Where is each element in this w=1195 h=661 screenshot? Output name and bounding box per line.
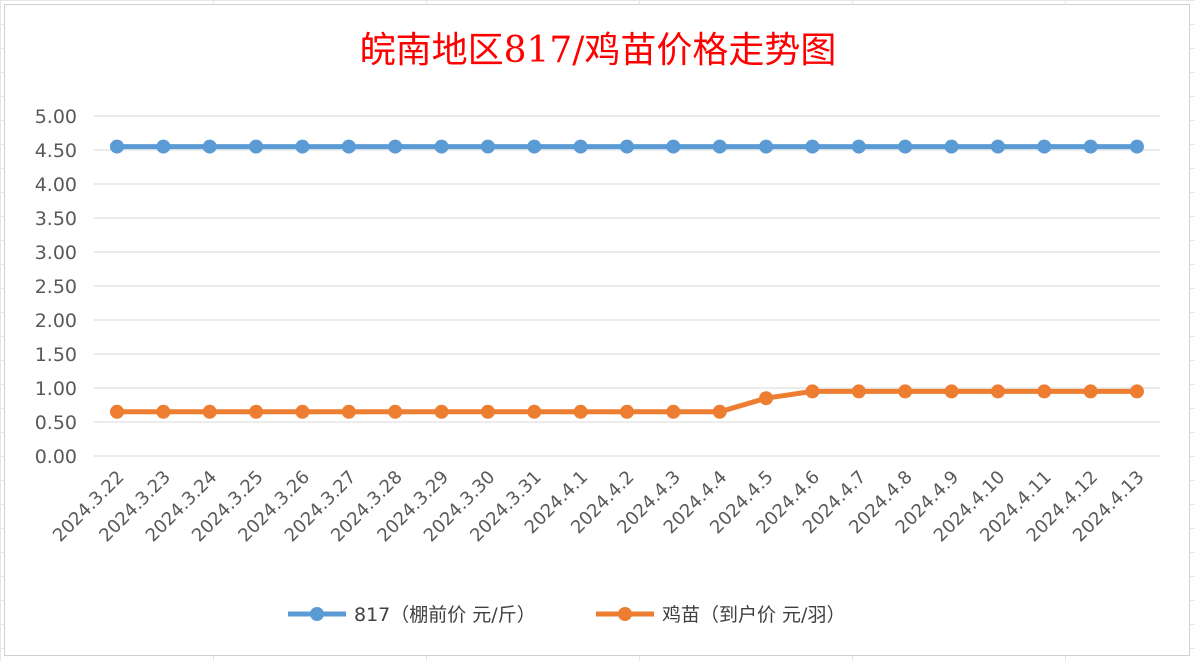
data-point[interactable] [388,404,403,419]
data-point[interactable] [805,384,820,399]
data-point[interactable] [249,139,264,154]
data-point[interactable] [202,139,217,154]
x-axis-ticks: 2024.3.222024.3.232024.3.242024.3.252024… [49,467,1149,547]
legend-item[interactable]: 817（棚前价 元/斤） [288,604,536,626]
data-point[interactable] [805,139,820,154]
data-point[interactable] [156,404,171,419]
y-tick-label: 2.00 [35,310,77,332]
series-1 [110,139,1144,154]
data-point[interactable] [202,404,217,419]
data-point[interactable] [295,139,310,154]
data-point[interactable] [110,404,124,419]
y-axis-ticks: 0.00 0.50 1.00 1.50 2.00 2.50 3.00 3.50 4.00 4.50… [35,106,77,468]
data-point[interactable] [944,139,959,154]
y-tick-label: 0.00 [35,446,77,468]
data-point[interactable] [480,404,495,419]
data-point[interactable] [573,404,588,419]
data-point[interactable] [898,384,913,399]
data-point[interactable] [1037,139,1052,154]
data-point[interactable] [944,384,959,399]
legend-label: 鸡苗（到户价 元/羽） [662,604,845,626]
data-point[interactable] [573,139,588,154]
data-point[interactable] [1083,384,1098,399]
y-tick-label: 1.00 [35,378,77,400]
data-point[interactable] [295,404,310,419]
legend-marker [618,607,632,621]
y-tick-label: 3.00 [35,242,77,264]
data-point[interactable] [527,139,542,154]
data-point[interactable] [434,404,449,419]
data-point[interactable] [990,139,1005,154]
data-point[interactable] [851,384,866,399]
chart-title: 皖南地区817/鸡苗价格走势图 [360,30,837,71]
data-point[interactable] [1130,139,1144,154]
y-tick-label: 5.00 [35,106,77,128]
data-point[interactable] [666,404,681,419]
legend[interactable]: 817（棚前价 元/斤） 鸡苗（到户价 元/羽） [288,604,845,626]
legend-label: 817（棚前价 元/斤） [354,604,536,626]
y-tick-label: 3.50 [35,208,77,230]
series-layer [110,139,1144,419]
data-point[interactable] [1083,139,1098,154]
data-point[interactable] [898,139,913,154]
y-tick-label: 4.00 [35,174,77,196]
data-point[interactable] [620,404,634,419]
y-tick-label: 1.50 [35,344,77,366]
data-point[interactable] [388,139,403,154]
chart-area[interactable] [4,4,1190,656]
gridlines [94,115,1160,457]
data-point[interactable] [527,404,542,419]
data-point[interactable] [1037,384,1052,399]
y-tick-label: 4.50 [35,140,77,162]
data-point[interactable] [1130,384,1144,399]
data-point[interactable] [712,139,727,154]
data-point[interactable] [110,139,124,154]
data-point[interactable] [712,404,727,419]
data-point[interactable] [341,404,356,419]
y-tick-label: 0.50 [35,412,77,434]
data-point[interactable] [341,139,356,154]
series-2 [110,384,1144,419]
data-point[interactable] [759,139,774,154]
legend-item[interactable]: 鸡苗（到户价 元/羽） [596,604,845,626]
data-point[interactable] [666,139,681,154]
data-point[interactable] [156,139,171,154]
legend-marker [310,607,324,621]
y-tick-label: 2.50 [35,276,77,298]
data-point[interactable] [249,404,264,419]
data-point[interactable] [851,139,866,154]
data-point[interactable] [759,391,774,406]
data-point[interactable] [434,139,449,154]
data-point[interactable] [480,139,495,154]
data-point[interactable] [620,139,634,154]
data-point[interactable] [990,384,1005,399]
